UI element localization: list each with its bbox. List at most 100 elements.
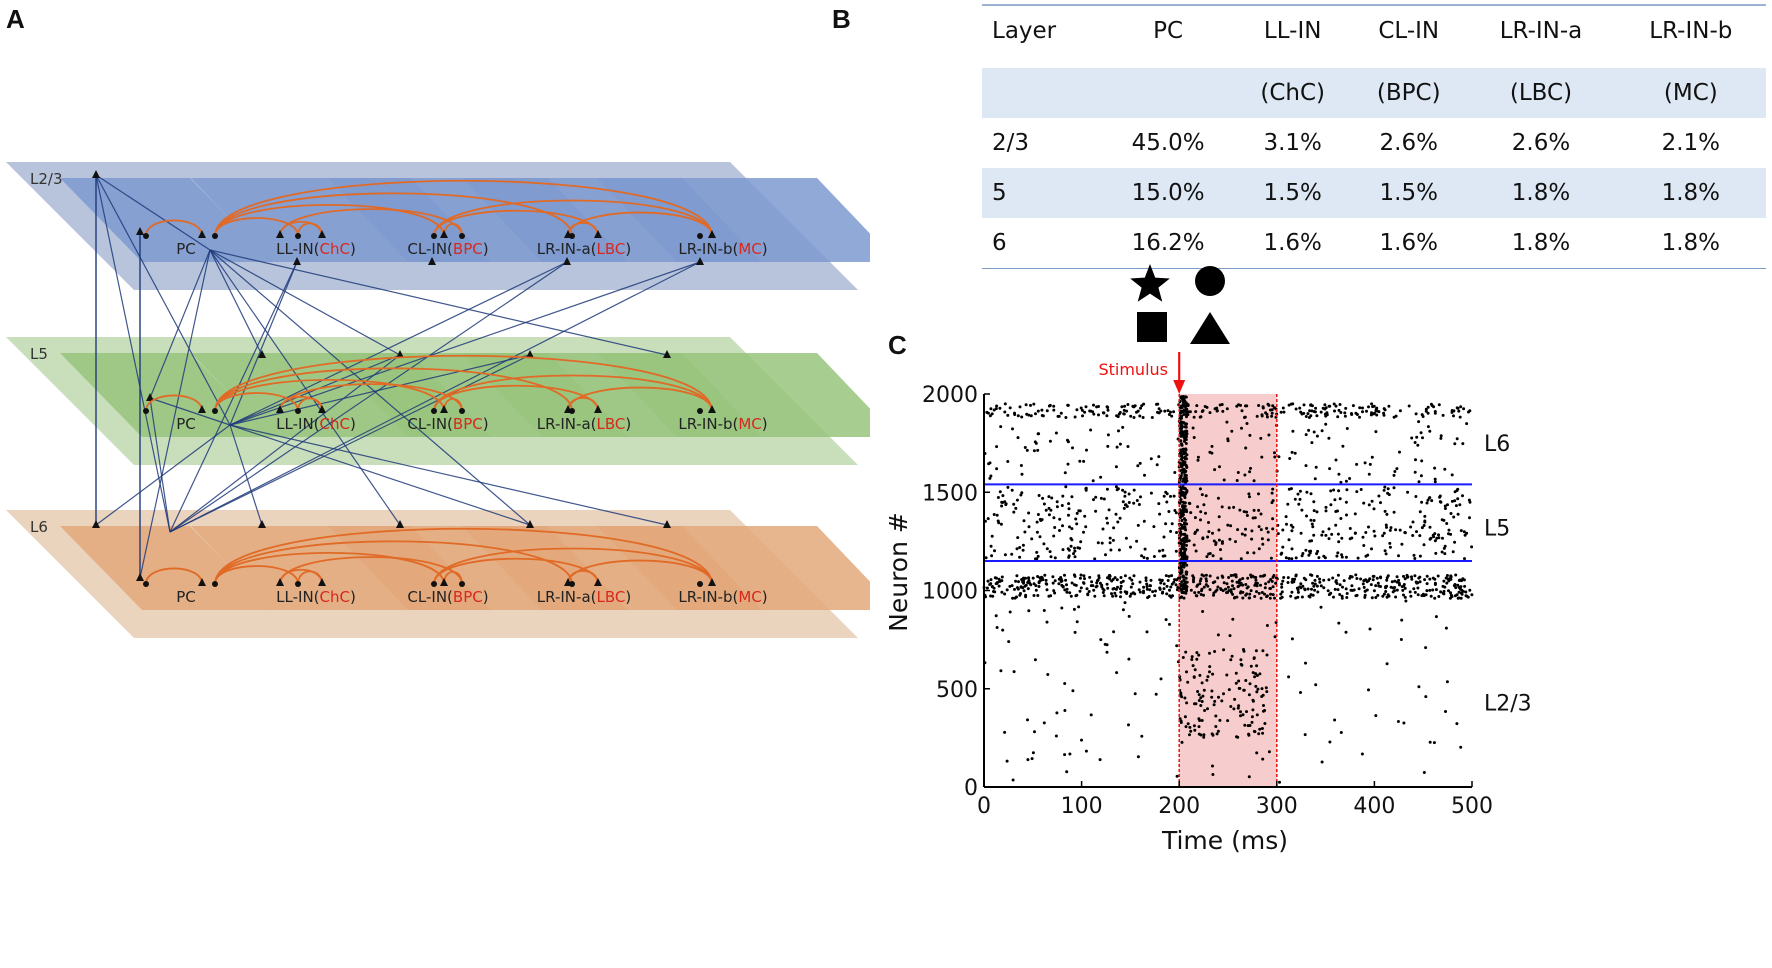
spike-dot: [1116, 415, 1120, 419]
spike-dot: [1179, 542, 1183, 546]
intra-layer-connection: [214, 551, 445, 585]
spike-dot: [1122, 412, 1126, 416]
spike-dot: [1233, 697, 1237, 701]
synapse-triangle: [92, 520, 100, 528]
spike-dot: [1238, 508, 1242, 512]
spike-dot: [1213, 699, 1217, 703]
spike-dot: [1144, 576, 1148, 580]
table-subheader-cell: [1102, 68, 1235, 118]
spike-dot: [1344, 555, 1348, 559]
spike-dot: [1208, 588, 1212, 592]
spike-dot: [1014, 506, 1018, 510]
spike-dot: [1213, 407, 1217, 411]
spike-dot: [1291, 577, 1295, 581]
spike-dot: [1196, 455, 1200, 459]
spike-dot: [1024, 583, 1028, 587]
spike-dot: [1386, 491, 1390, 495]
spike-dot: [1455, 593, 1459, 597]
spike-dot: [1196, 505, 1200, 509]
spike-dot: [1313, 588, 1317, 592]
spike-dot: [1168, 622, 1171, 626]
spike-dot: [1363, 589, 1367, 593]
spike-dot: [1331, 576, 1335, 580]
spike-dot: [1117, 412, 1121, 416]
spike-dot: [1309, 414, 1313, 418]
spike-dot: [1042, 721, 1046, 725]
spike-dot: [1394, 528, 1398, 532]
spike-dot: [1312, 509, 1316, 513]
spike-dot: [1217, 528, 1221, 532]
spike-dot: [1105, 650, 1109, 654]
spike-dot: [1234, 671, 1238, 675]
spike-dot: [1379, 576, 1383, 580]
spike-dot: [1053, 591, 1057, 595]
spike-dot: [1376, 581, 1380, 585]
spike-dot: [1260, 591, 1264, 594]
spike-dot: [1182, 553, 1186, 557]
spike-dot: [1118, 587, 1122, 591]
spike-dot: [1433, 410, 1437, 413]
spike-dot: [1339, 731, 1343, 734]
spike-dot: [1231, 584, 1234, 588]
cell-plate: [60, 178, 272, 262]
spike-dot: [1000, 575, 1004, 579]
spike-dot: [1199, 510, 1203, 514]
cell-type-label: LL-IN(ChC): [276, 588, 356, 606]
spike-dot: [1382, 592, 1386, 596]
spike-dot: [1337, 540, 1341, 544]
spike-dot: [1065, 583, 1068, 587]
connectivity-diagram: PC LL-IN(ChC) CL-IN(BPC) LR-IN-a(LBC) LR-IN-…: [6, 162, 870, 638]
table-top-rule: [982, 4, 1766, 6]
spike-dot: [1111, 538, 1115, 542]
spike-dot: [1089, 428, 1093, 432]
spike-dot: [1063, 471, 1067, 475]
spike-dot: [1185, 522, 1189, 526]
spike-dot: [1393, 470, 1397, 473]
spike-dot: [1290, 547, 1294, 551]
spike-dot: [1201, 694, 1205, 698]
spike-dot: [1231, 617, 1235, 621]
spike-dot: [1255, 590, 1258, 594]
spike-dot: [1344, 630, 1348, 634]
spike-dot: [1182, 517, 1186, 521]
spike-dot: [1003, 553, 1007, 557]
spike-dot: [1191, 426, 1195, 430]
spike-dot: [1257, 404, 1261, 407]
spike-dot: [1061, 494, 1065, 498]
spike-dot: [1372, 589, 1376, 593]
spike-dot: [1180, 443, 1184, 447]
spike-dot: [1181, 574, 1185, 578]
spike-dot: [1003, 402, 1007, 406]
spike-dot: [1204, 511, 1207, 515]
spike-dot: [1029, 414, 1033, 418]
spike-dot: [1382, 488, 1386, 492]
spike-dot: [1352, 588, 1356, 592]
spike-dot: [1211, 773, 1215, 776]
spike-dot: [1202, 503, 1206, 507]
spike-dot: [1113, 591, 1117, 595]
spike-dot: [1324, 509, 1328, 513]
synapse-triangle: [440, 578, 448, 586]
spike-dot: [1185, 543, 1188, 547]
spike-dot: [1372, 404, 1376, 408]
spike-dot: [1185, 432, 1188, 436]
spike-dot: [1350, 584, 1354, 588]
cell-type-label: PC: [176, 415, 196, 433]
spike-dot: [1092, 588, 1096, 592]
spike-dot: [1167, 574, 1171, 578]
spike-dot: [1112, 630, 1116, 634]
spike-dot: [1425, 582, 1429, 586]
spike-dot: [1345, 513, 1348, 517]
spike-dot: [1084, 525, 1088, 529]
cell-type-label: LR-IN-b(MC): [678, 588, 767, 606]
spike-dot: [1414, 412, 1418, 416]
spike-dot: [1218, 465, 1221, 469]
spike-dot: [1138, 461, 1142, 465]
spike-dot: [1199, 518, 1202, 522]
spike-dot: [1271, 527, 1275, 531]
spike-dot: [1388, 528, 1392, 532]
y-tick-label: 500: [936, 678, 978, 703]
spike-dot: [1082, 581, 1086, 585]
spike-dot: [1179, 424, 1183, 428]
spike-dot: [1106, 433, 1110, 437]
